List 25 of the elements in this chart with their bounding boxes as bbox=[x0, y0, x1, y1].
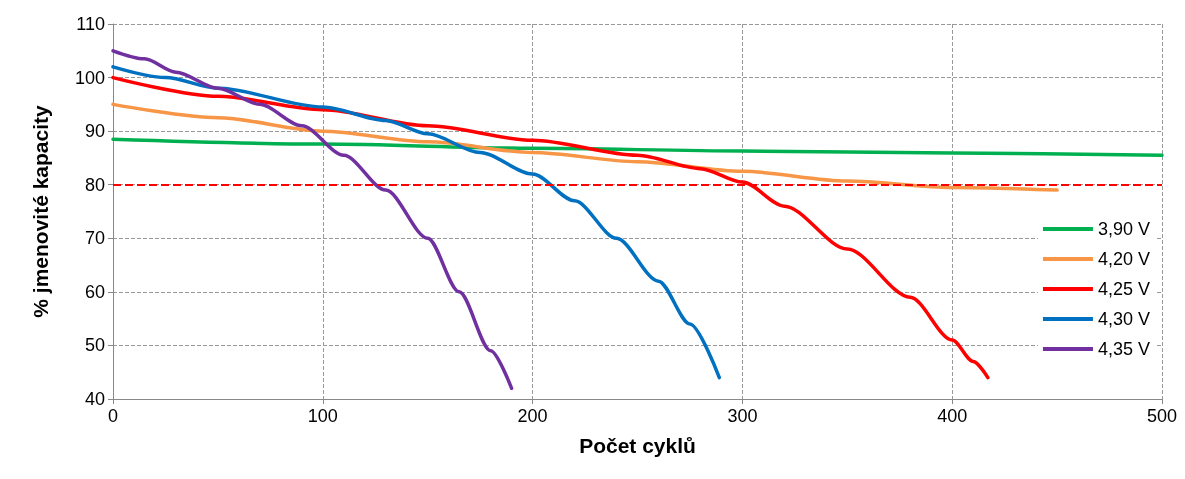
line-series bbox=[111, 65, 722, 380]
x-tick-label: 200 bbox=[517, 406, 548, 426]
x-tick-label: 400 bbox=[937, 406, 968, 426]
y-tick-label: 40 bbox=[84, 389, 105, 409]
legend-label: 4,35 V bbox=[1097, 339, 1151, 359]
line-series bbox=[111, 137, 1164, 157]
x-axis-title: Počet cyklů bbox=[579, 434, 696, 457]
y-axis-title: % jmenovité kapacity bbox=[29, 104, 52, 318]
x-tick-label: 500 bbox=[1146, 406, 1178, 426]
legend-label: 4,30 V bbox=[1097, 309, 1151, 329]
x-tick-label: 0 bbox=[107, 406, 119, 426]
legend-label: 3,90 V bbox=[1097, 219, 1151, 239]
legend-label: 4,25 V bbox=[1097, 279, 1151, 299]
y-tick-label: 70 bbox=[84, 228, 105, 249]
line-series bbox=[111, 102, 1059, 192]
y-tick-label: 80 bbox=[84, 174, 105, 195]
x-tick-label: 100 bbox=[307, 406, 338, 426]
line-series bbox=[111, 49, 514, 391]
y-tick-label: 50 bbox=[84, 335, 105, 356]
y-tick-label: 100 bbox=[74, 67, 105, 88]
y-tick-label: 110 bbox=[76, 14, 105, 34]
y-tick-label: 90 bbox=[84, 121, 105, 142]
y-tick-label: 60 bbox=[84, 281, 105, 302]
x-tick-label: 300 bbox=[727, 406, 758, 426]
legend-label: 4,20 V bbox=[1097, 249, 1151, 269]
